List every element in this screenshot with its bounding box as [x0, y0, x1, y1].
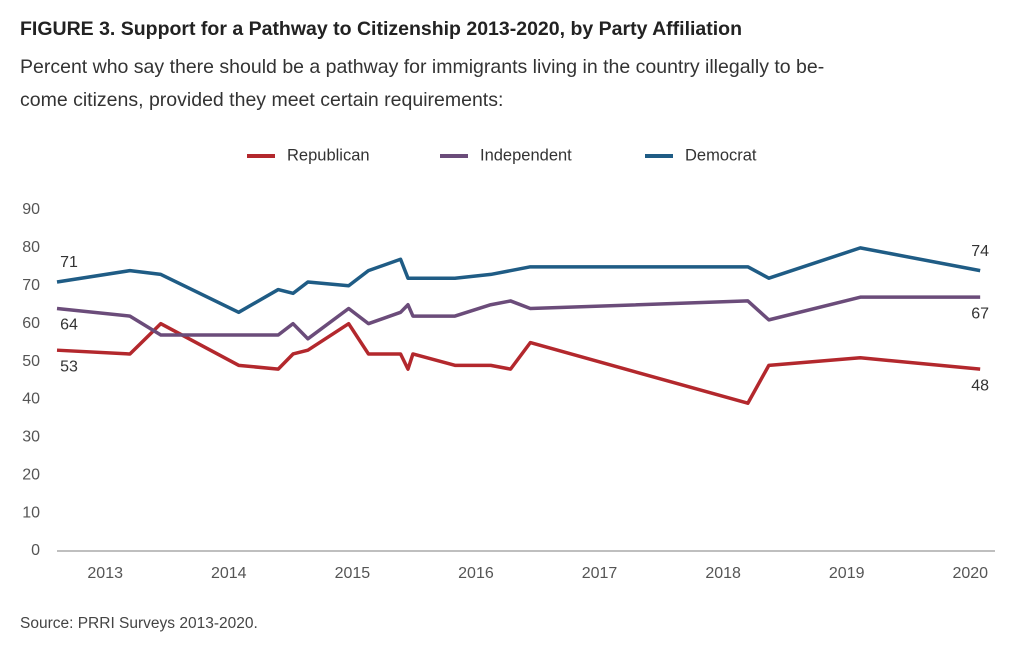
- y-tick-label: 50: [22, 353, 40, 370]
- legend-label: Republican: [287, 146, 370, 164]
- point-label: 74: [971, 243, 989, 260]
- x-tick-label: 2014: [211, 565, 247, 582]
- source: Source: PRRI Surveys 2013-2020.: [20, 615, 258, 632]
- x-tick-label: 2015: [335, 565, 371, 582]
- legend-label: Independent: [480, 146, 572, 164]
- x-tick-label: 2013: [87, 565, 123, 582]
- y-tick-label: 90: [22, 201, 40, 218]
- series-line: [56, 321, 981, 405]
- series-line: [56, 295, 981, 341]
- y-tick-label: 30: [22, 429, 40, 446]
- subtitle-line: come citizens, provided they meet certai…: [20, 89, 503, 111]
- x-tick-label: 2020: [952, 565, 988, 582]
- y-tick-label: 70: [22, 277, 40, 294]
- point-label: 71: [60, 254, 78, 271]
- series-line: [56, 246, 981, 315]
- subtitle-line: Percent who say there should be a pathwa…: [20, 56, 824, 78]
- x-tick-label: 2018: [705, 565, 741, 582]
- x-tick-label: 2016: [458, 565, 494, 582]
- y-tick-label: 60: [22, 315, 40, 332]
- y-tick-label: 10: [22, 504, 40, 521]
- point-label: 67: [971, 305, 989, 322]
- point-label: 53: [60, 358, 78, 375]
- point-label: 48: [971, 377, 989, 394]
- chart-title: FIGURE 3. Support for a Pathway to Citiz…: [20, 18, 742, 40]
- x-tick-label: 2017: [582, 565, 618, 582]
- y-tick-label: 20: [22, 466, 40, 483]
- x-tick-label: 2019: [829, 565, 865, 582]
- y-tick-label: 0: [31, 542, 40, 559]
- point-label: 64: [60, 317, 78, 334]
- legend-label: Democrat: [685, 146, 757, 164]
- y-tick-label: 40: [22, 391, 40, 408]
- y-tick-label: 80: [22, 239, 40, 256]
